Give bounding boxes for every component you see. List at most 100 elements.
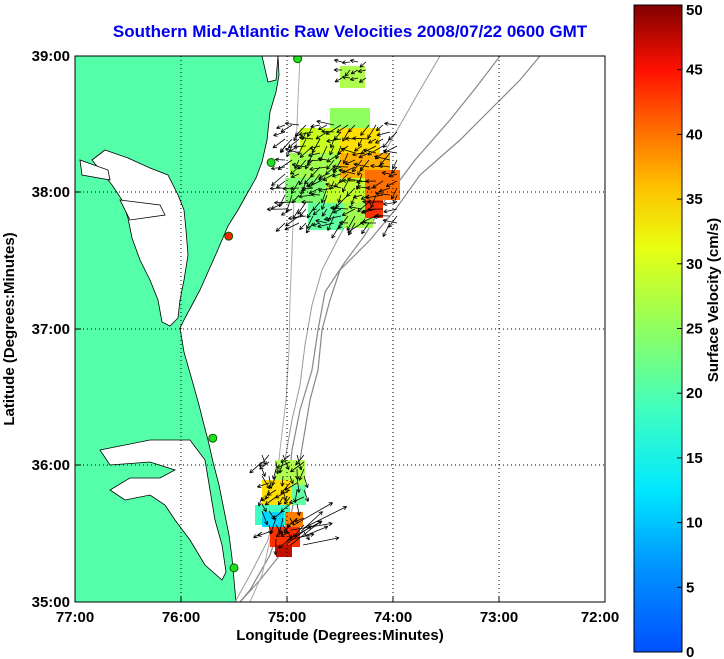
velocity-arrow [302,525,329,537]
velocity-arrow [384,121,398,126]
velocity-arrow [275,157,286,162]
velocity-arrow [366,185,377,191]
velocity-arrow [289,475,294,485]
station-marker [224,231,234,241]
velocity-arrow [308,152,321,158]
colorbar-ticks: 0 5 10 15 20 25 30 35 40 45 50 [677,2,703,659]
velocity-arrow [299,208,307,217]
velocity-arrow [336,124,349,133]
velocity-arrow [383,201,398,207]
velocity-arrow [368,138,377,144]
velocity-arrow [309,166,328,172]
velocity-arrow [290,461,305,473]
y-tick-label: 39:00 [32,48,70,65]
velocity-arrow [271,173,286,186]
velocity-arrow [330,205,349,211]
velocity-arrow [388,173,398,178]
velocity-arrow [293,144,307,149]
velocity-arrow [290,166,300,175]
velocity-arrow [271,475,277,486]
velocity-arrow [334,77,343,83]
velocity-arrow [342,152,349,165]
velocity-arrow [317,222,335,229]
velocity-arrow [310,192,321,197]
velocity-arrow [340,147,356,154]
colorbar [633,4,683,653]
velocity-arrow [288,215,307,221]
velocity-arrow [276,124,286,130]
velocity-arrow [331,222,342,239]
station-markers [208,56,303,573]
velocity-arrow [277,517,284,535]
y-tick-label: 37:00 [32,321,70,338]
velocity-arrow [257,531,270,537]
chesapeake-bay [91,149,189,327]
velocity-arrow [375,191,391,196]
axis-tick-marks [75,191,500,602]
velocity-arrow [349,58,359,64]
x-tick-label: 73:00 [480,609,518,626]
velocity-arrow [326,152,342,163]
velocity-arrow [381,171,391,176]
velocity-arrow [365,194,384,200]
velocity-arrow [278,461,284,474]
velocity-arrow [354,145,363,152]
velocity-arrow [353,162,370,168]
velocity-arrow [298,173,307,186]
y-tick-label: 38:00 [32,184,70,201]
velocity-arrow [290,173,300,179]
velocity-arrow [352,194,363,199]
colorbar-tick-label: 35 [686,191,703,208]
velocity-arrow [298,194,314,199]
velocity-arrow [344,159,356,165]
velocity-arrow [321,208,328,217]
velocity-arrow [382,222,391,237]
velocity-arrow [285,194,293,213]
colorbar-tick-label: 40 [686,126,703,143]
velocity-arrow [342,178,356,183]
velocity-arrow [382,138,391,148]
velocity-arrow [334,58,343,63]
velocity-arrow [375,138,384,144]
velocity-arrow [267,489,277,496]
colorbar-tick-label: 30 [686,256,703,273]
velocity-arrow [298,131,314,137]
velocity-arrow [382,149,398,154]
velocity-arrow [280,531,291,537]
velocity-arrow [249,461,263,474]
velocity-arrow [291,194,300,204]
velocity-arrow [275,222,286,232]
velocity-arrow [342,131,349,142]
velocity-arrow [272,138,286,149]
velocity-arrow [315,131,328,140]
velocity-arrow [352,136,370,141]
velocity-arrow [301,186,314,192]
velocity-arrow [320,194,328,210]
velocity-arrow [290,520,322,546]
x-axis-label: Longitude (Degrees:Minutes) [236,627,444,644]
velocity-arrow [270,166,286,171]
y-axis-label: Latitude (Degrees:Minutes) [1,232,18,425]
velocity-arrow [326,159,335,170]
velocity-arrow [260,496,270,502]
velocity-arrow [310,124,321,129]
velocity-arrow [296,454,303,471]
velocity-arrow [315,219,328,224]
velocity-arrow [346,215,356,231]
velocity-arrow [278,538,291,549]
colorbar-tick-label: 50 [686,2,703,19]
velocity-arrow [275,524,283,535]
velocity-arrow [257,482,270,488]
velocity-arrow [376,131,391,137]
pamlico-sound [99,439,227,581]
velocity-arrow [280,145,286,154]
velocity-arrow [301,199,314,205]
velocity-arrow [290,186,300,191]
velocity-arrow [280,124,293,133]
velocity-arrow [312,222,321,227]
colorbar-tick-label: 0 [686,644,694,659]
velocity-arrow [360,124,370,136]
colorbar-tick-label: 25 [686,321,703,338]
delaware-bay [261,56,279,83]
